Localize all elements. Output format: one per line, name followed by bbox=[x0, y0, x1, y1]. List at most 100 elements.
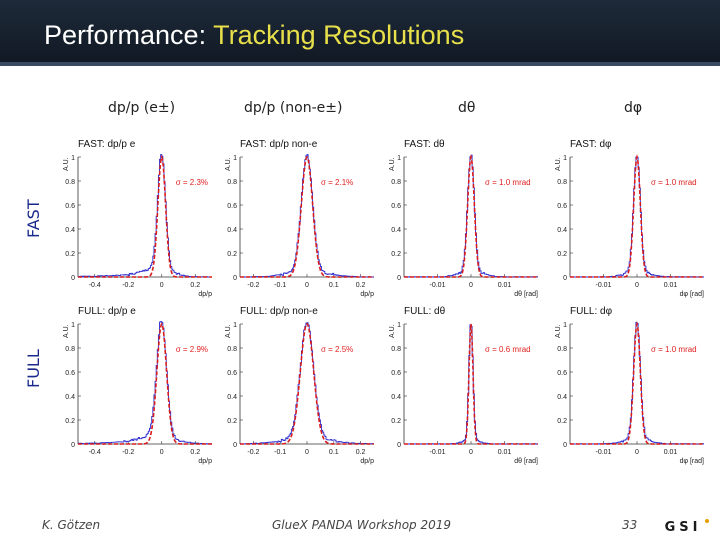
plot-fast-dtheta: FAST: dθ 0 0.2 0.4 0.6 0.8 1 A.U. -0.01 0 0.01 dθ [… bbox=[386, 133, 546, 298]
fit-curve bbox=[78, 154, 212, 278]
x-tick-label: -0.4 bbox=[89, 282, 101, 289]
y-tick-label: 0.4 bbox=[227, 394, 237, 401]
title-bar: Performance: Tracking Resolutions bbox=[0, 0, 720, 66]
y-tick-label: 0.8 bbox=[557, 346, 567, 353]
x-axis-label: dp/p bbox=[198, 458, 212, 465]
fit-curve bbox=[570, 154, 704, 278]
plot-background bbox=[552, 300, 712, 465]
sigma-annotation: σ = 2.9% bbox=[176, 345, 208, 354]
x-tick-label: 0 bbox=[305, 282, 309, 289]
x-tick-label: 0.2 bbox=[190, 449, 200, 456]
fit-curve bbox=[404, 323, 538, 445]
sigma-annotation: σ = 2.3% bbox=[176, 178, 208, 187]
y-tick-label: 0.6 bbox=[391, 203, 401, 210]
y-tick-label: 0.2 bbox=[391, 418, 401, 425]
plot-background bbox=[222, 133, 382, 298]
y-tick-label: 0 bbox=[233, 275, 237, 282]
y-tick-label: 0.8 bbox=[391, 346, 401, 353]
plot-title: FAST: dφ bbox=[570, 139, 612, 150]
x-tick-label: -0.01 bbox=[596, 282, 612, 289]
x-tick-label: -0.2 bbox=[247, 282, 259, 289]
y-tick-label: 0.6 bbox=[227, 203, 237, 210]
row-label-fast: FAST bbox=[24, 199, 43, 238]
sigma-annotation: σ = 1.0 mrad bbox=[485, 178, 531, 187]
y-tick-label: 0.8 bbox=[227, 346, 237, 353]
y-tick-label: 0 bbox=[71, 275, 75, 282]
x-tick-label: -0.2 bbox=[247, 449, 259, 456]
title-underline bbox=[0, 62, 720, 66]
y-tick-label: 1 bbox=[397, 322, 401, 329]
footer-author: K. Götzen bbox=[42, 518, 101, 532]
plot-background bbox=[60, 133, 220, 298]
y-tick-label: 0.4 bbox=[557, 227, 567, 234]
plot-background bbox=[60, 300, 220, 465]
column-header-dphi: dφ bbox=[624, 100, 643, 116]
plot-title: FAST: dp/p non-e bbox=[240, 139, 318, 150]
y-axis-label: A.U. bbox=[63, 157, 70, 171]
y-axis-label: A.U. bbox=[555, 324, 562, 338]
y-tick-label: 0.4 bbox=[227, 227, 237, 234]
y-tick-label: 0 bbox=[563, 442, 567, 449]
y-tick-label: 0.2 bbox=[65, 418, 75, 425]
plot-title: FULL: dp/p non-e bbox=[240, 306, 318, 317]
y-tick-label: 0 bbox=[71, 442, 75, 449]
plot-fast-dphi: FAST: dφ 0 0.2 0.4 0.6 0.8 1 A.U. -0.01 0 0.01 dφ [… bbox=[552, 133, 712, 298]
x-axis-label: dp/p bbox=[198, 291, 212, 298]
y-tick-label: 0 bbox=[397, 442, 401, 449]
plot-svg: FULL: dp/p e 0 0.2 0.4 0.6 0.8 1A.U. -0.4 -0.2 0 0… bbox=[60, 300, 220, 465]
x-tick-label: 0 bbox=[469, 282, 473, 289]
x-tick-label: 0.2 bbox=[356, 282, 366, 289]
x-tick-label: 0.01 bbox=[498, 282, 512, 289]
sigma-annotation: σ = 0.6 mrad bbox=[485, 345, 531, 354]
y-tick-label: 0 bbox=[233, 442, 237, 449]
y-axis-label: A.U. bbox=[63, 324, 70, 338]
x-tick-label: 0.01 bbox=[664, 282, 678, 289]
y-tick-label: 1 bbox=[563, 322, 567, 329]
x-tick-label: 0.01 bbox=[498, 449, 512, 456]
y-tick-label: 0.2 bbox=[227, 251, 237, 258]
gsi-logo-text: GSI bbox=[665, 520, 702, 533]
plot-full-dpp-non-e: FULL: dp/p non-e 0 0.2 0.4 0.6 0.8 1 A.U. -0.2 -0… bbox=[222, 300, 382, 465]
y-axis-label: A.U. bbox=[225, 324, 232, 338]
column-header-dpp-e: dp/p (e±) bbox=[108, 100, 176, 116]
slide-title-highlight: Tracking Resolutions bbox=[213, 20, 465, 50]
x-tick-label: -0.1 bbox=[274, 282, 286, 289]
x-axis-label: dp/p bbox=[360, 291, 374, 298]
plot-title: FULL: dφ bbox=[570, 306, 613, 317]
plot-full-dphi: FULL: dφ 0 0.2 0.4 0.6 0.8 1 A.U. -0.01 0 0.01 dφ [… bbox=[552, 300, 712, 465]
y-tick-label: 0.4 bbox=[557, 394, 567, 401]
y-tick-label: 0.6 bbox=[227, 370, 237, 377]
y-tick-label: 1 bbox=[71, 322, 75, 329]
y-tick-label: 0.2 bbox=[391, 251, 401, 258]
y-tick-label: 0.2 bbox=[227, 418, 237, 425]
y-tick-label: 0.2 bbox=[65, 251, 75, 258]
y-tick-label: 1 bbox=[233, 155, 237, 162]
column-header-dtheta: dθ bbox=[458, 100, 476, 116]
y-tick-label: 1 bbox=[233, 322, 237, 329]
y-tick-label: 0.8 bbox=[557, 179, 567, 186]
y-tick-label: 0.6 bbox=[557, 370, 567, 377]
y-axis-label: A.U. bbox=[389, 324, 396, 338]
y-tick-label: 0 bbox=[397, 275, 401, 282]
x-tick-label: -0.01 bbox=[430, 449, 446, 456]
fit-curve bbox=[240, 155, 374, 278]
y-tick-label: 0.6 bbox=[557, 203, 567, 210]
y-tick-label: 1 bbox=[71, 155, 75, 162]
y-axis-label: A.U. bbox=[555, 157, 562, 171]
y-tick-label: 0.4 bbox=[391, 227, 401, 234]
sigma-annotation: σ = 1.0 mrad bbox=[651, 178, 697, 187]
x-axis-label: dθ [rad] bbox=[514, 291, 538, 298]
fit-curve bbox=[78, 322, 212, 445]
fit-curve bbox=[570, 321, 704, 445]
x-tick-label: -0.1 bbox=[274, 449, 286, 456]
y-tick-label: 0.6 bbox=[65, 203, 75, 210]
x-tick-label: 0 bbox=[160, 282, 164, 289]
plot-title: FAST: dθ bbox=[404, 139, 445, 150]
plot-svg: FAST: dp/p e 0 0.2 0.4 0.6 0.8 1A.U. -0.4 -0.2 0 0… bbox=[60, 133, 220, 298]
gsi-logo-dot bbox=[705, 519, 709, 523]
y-axis-label: A.U. bbox=[225, 157, 232, 171]
y-tick-label: 0.4 bbox=[65, 394, 75, 401]
slide-title: Performance: Tracking Resolutions bbox=[44, 20, 464, 51]
x-axis-label: dφ [rad] bbox=[680, 458, 704, 465]
